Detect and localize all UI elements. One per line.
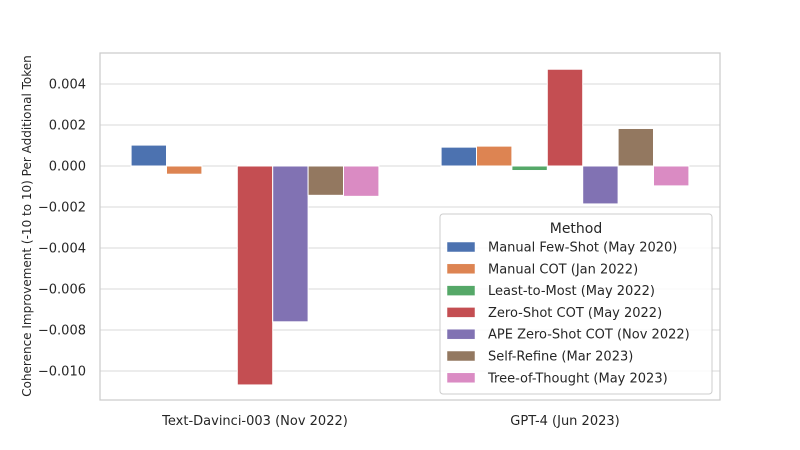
- legend-label: Manual COT (Jan 2022): [488, 262, 638, 277]
- bar: [307, 165, 345, 196]
- legend-title: Method: [550, 221, 603, 237]
- legend-swatch: [446, 241, 476, 253]
- legend-label: Tree-of-Thought (May 2023): [487, 371, 668, 386]
- legend-label: Self-Refine (Mar 2023): [488, 350, 633, 365]
- y-tick-labels: 0.004 0.002 0.000 −0.002 −0.004 −0.006 −0.008 −…: [38, 78, 86, 380]
- legend-label: APE Zero-Shot COT (Nov 2022): [488, 328, 690, 343]
- legend-label: Zero-Shot COT (May 2022): [488, 306, 662, 321]
- bar: [582, 165, 619, 205]
- y-tick-label: 0.000: [49, 160, 86, 175]
- bar: [511, 165, 548, 172]
- bar: [272, 165, 309, 323]
- bar: [617, 127, 654, 167]
- legend-swatch: [446, 307, 476, 318]
- bar: [476, 145, 513, 167]
- legend-swatch: [446, 263, 476, 275]
- y-tick-label: −0.006: [38, 283, 86, 298]
- bar: [440, 146, 478, 167]
- bar: [343, 165, 380, 197]
- y-tick-label: 0.002: [49, 119, 86, 134]
- bar: [130, 144, 168, 167]
- y-tick-label: −0.010: [38, 365, 86, 380]
- bars: [130, 68, 690, 386]
- y-tick-label: 0.004: [49, 78, 86, 93]
- legend-label: Least-to-Most (May 2022): [488, 284, 655, 299]
- legend-swatch: [446, 285, 476, 296]
- y-tick-label: −0.002: [38, 201, 86, 216]
- x-tick-label: GPT-4 (Jun 2023): [510, 414, 619, 429]
- legend-swatch: [446, 328, 476, 340]
- legend: Method Manual Few-Shot (May 2020) Manual C…: [439, 213, 713, 395]
- bar: [546, 68, 584, 167]
- legend-swatch: [446, 350, 476, 362]
- bar: [236, 165, 274, 386]
- y-axis-label: Coherence Improvement (-10 to 10) Per Ad…: [20, 55, 34, 397]
- legend-label: Manual Few-Shot (May 2020): [488, 241, 677, 256]
- y-tick-label: −0.008: [38, 324, 86, 339]
- bar: [653, 165, 690, 187]
- legend-swatch: [446, 372, 476, 384]
- legend-box: [439, 213, 713, 395]
- bar: [166, 165, 203, 175]
- x-tick-label: Text-Davinci-003 (Nov 2022): [161, 414, 348, 429]
- y-tick-label: −0.004: [38, 242, 86, 257]
- x-tick-labels: Text-Davinci-003 (Nov 2022) GPT-4 (Jun 20…: [161, 414, 620, 429]
- plot-frame: [99, 52, 721, 401]
